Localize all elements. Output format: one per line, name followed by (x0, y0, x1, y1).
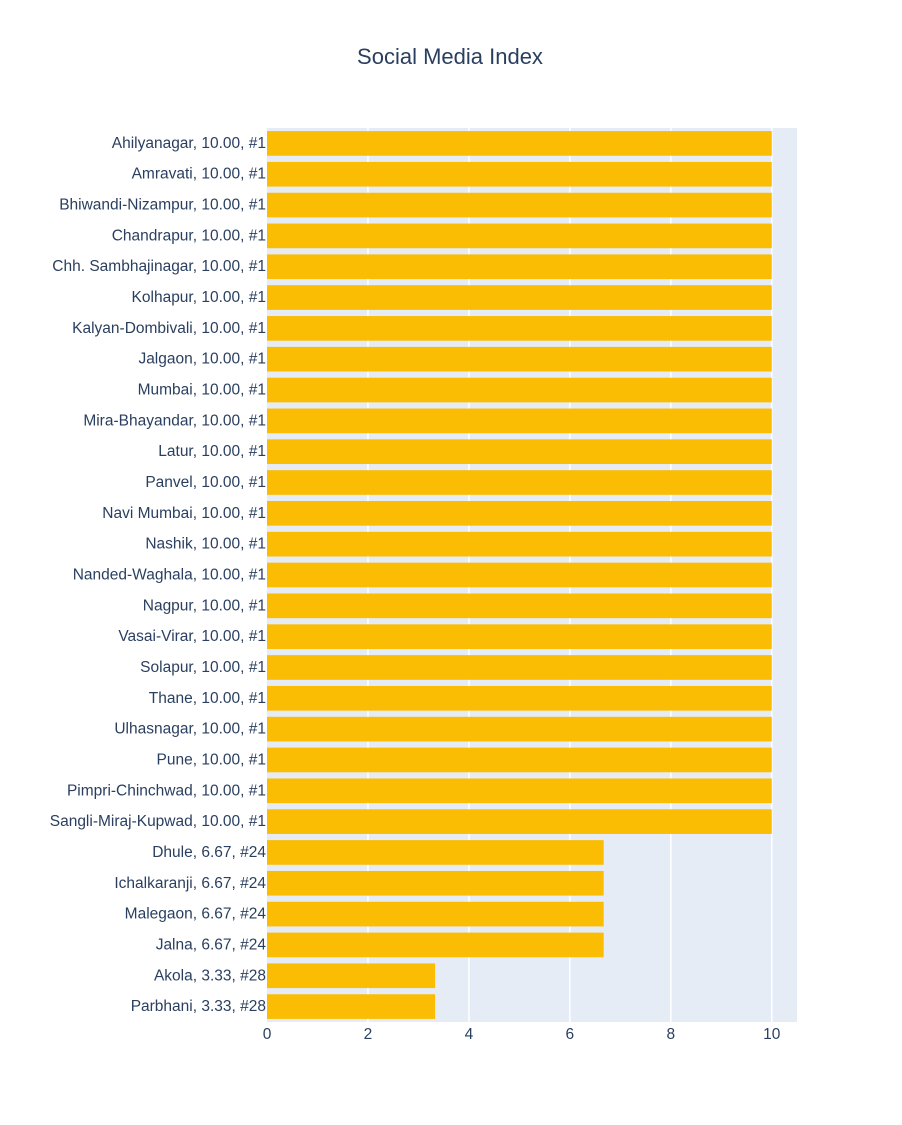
bar-15 (267, 593, 772, 619)
y-tick-label-13: Nashik, 10.00, #1 (145, 536, 266, 553)
y-tick-label-17: Solapur, 10.00, #1 (140, 659, 266, 676)
y-tick-label-6: Kalyan-Dombivali, 10.00, #1 (72, 320, 266, 337)
y-tick-label-14: Nanded-Waghala, 10.00, #1 (73, 567, 266, 584)
bar-16 (267, 624, 772, 649)
y-tick-label-4: Chh. Sambhajinagar, 10.00, #1 (52, 258, 266, 275)
bar-12 (267, 501, 772, 526)
y-tick-label-15: Nagpur, 10.00, #1 (143, 597, 266, 614)
chart-title: Social Media Index (357, 44, 543, 69)
bar-3 (267, 223, 772, 249)
bars (267, 131, 772, 1019)
y-tick-label-3: Chandrapur, 10.00, #1 (112, 227, 266, 244)
bar-0 (267, 131, 772, 156)
y-tick-label-20: Pune, 10.00, #1 (157, 751, 266, 768)
bar-7 (267, 346, 772, 372)
bar-14 (267, 562, 772, 588)
y-tick-label-18: Thane, 10.00, #1 (149, 690, 266, 707)
bar-2 (267, 192, 772, 218)
x-tick-label-1: 2 (364, 1026, 373, 1043)
bar-9 (267, 408, 772, 434)
y-axis-labels: Ahilyanagar, 10.00, #1 Amravati, 10.00, #… (50, 135, 267, 1015)
y-tick-label-26: Jalna, 6.67, #24 (156, 936, 267, 953)
x-axis-labels: 0 2 4 6 8 10 (263, 1026, 781, 1043)
bar-25 (267, 901, 604, 927)
bar-20 (267, 747, 772, 773)
y-tick-label-0: Ahilyanagar, 10.00, #1 (112, 135, 266, 152)
bar-18 (267, 685, 772, 711)
bar-19 (267, 716, 772, 742)
y-tick-label-7: Jalgaon, 10.00, #1 (138, 351, 266, 368)
bar-5 (267, 285, 772, 310)
bar-24 (267, 870, 604, 896)
bar-23 (267, 840, 604, 865)
y-tick-label-9: Mira-Bhayandar, 10.00, #1 (83, 412, 266, 429)
bar-1 (267, 161, 772, 187)
bar-13 (267, 531, 772, 557)
bar-4 (267, 254, 772, 280)
y-tick-label-24: Ichalkaranji, 6.67, #24 (114, 875, 266, 892)
y-tick-label-28: Parbhani, 3.33, #28 (131, 998, 266, 1015)
bar-10 (267, 439, 772, 465)
bar-26 (267, 932, 604, 958)
y-tick-label-19: Ulhasnagar, 10.00, #1 (114, 721, 266, 738)
y-tick-label-27: Akola, 3.33, #28 (154, 967, 266, 984)
y-tick-label-5: Kolhapur, 10.00, #1 (132, 289, 266, 306)
bar-28 (267, 994, 436, 1019)
y-tick-label-22: Sangli-Miraj-Kupwad, 10.00, #1 (50, 813, 266, 830)
bar-6 (267, 316, 772, 341)
y-tick-label-2: Bhiwandi-Nizampur, 10.00, #1 (59, 197, 266, 214)
x-tick-label-3: 6 (566, 1026, 575, 1043)
bar-17 (267, 655, 772, 680)
x-tick-label-2: 4 (465, 1026, 474, 1043)
bar-21 (267, 778, 772, 804)
y-tick-label-16: Vasai-Virar, 10.00, #1 (118, 628, 266, 645)
x-tick-label-5: 10 (763, 1026, 781, 1043)
x-tick-label-4: 8 (666, 1026, 675, 1043)
bar-22 (267, 809, 772, 834)
x-tick-label-0: 0 (263, 1026, 272, 1043)
y-tick-label-11: Panvel, 10.00, #1 (145, 474, 266, 491)
y-tick-label-25: Malegaon, 6.67, #24 (125, 906, 267, 923)
bar-11 (267, 470, 772, 495)
y-tick-label-21: Pimpri-Chinchwad, 10.00, #1 (67, 782, 266, 799)
bar-8 (267, 377, 772, 403)
y-tick-label-10: Latur, 10.00, #1 (158, 443, 266, 460)
y-tick-label-12: Navi Mumbai, 10.00, #1 (102, 505, 266, 522)
y-tick-label-23: Dhule, 6.67, #24 (152, 844, 266, 861)
bar-27 (267, 963, 436, 989)
y-tick-label-1: Amravati, 10.00, #1 (132, 166, 266, 183)
y-tick-label-8: Mumbai, 10.00, #1 (138, 382, 266, 399)
